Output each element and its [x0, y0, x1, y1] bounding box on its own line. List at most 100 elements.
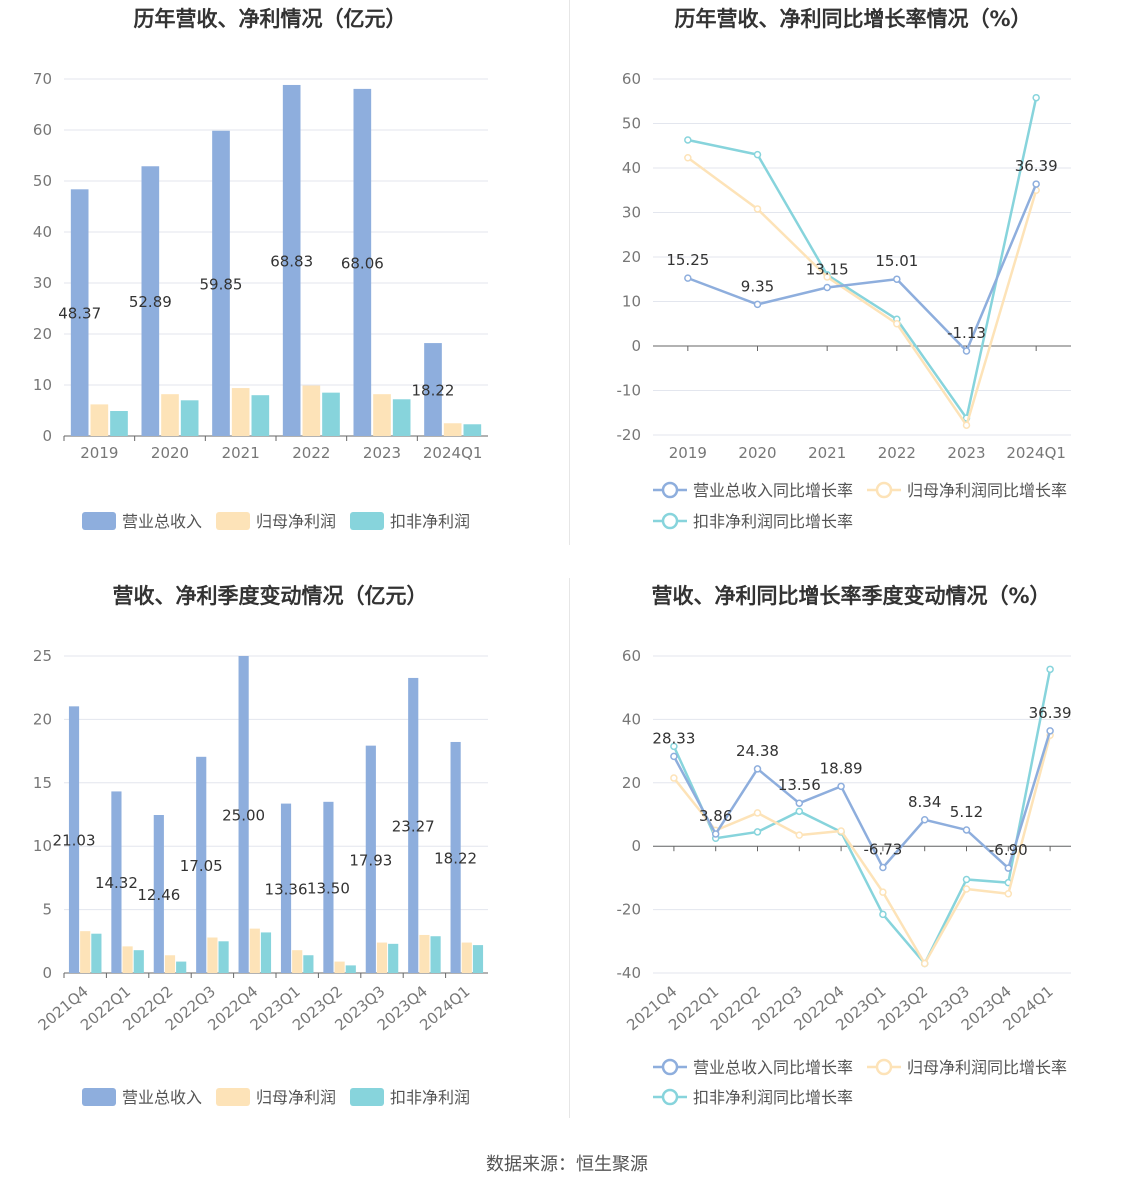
legend-label-parent-np: 归母净利润 [256, 1088, 336, 1107]
bar-deducted-np [463, 424, 482, 436]
y-tick-label: 0 [42, 964, 52, 982]
legend-swatch-revenue [82, 512, 116, 530]
bar-deducted-np [260, 932, 272, 973]
y-tick-label: 10 [33, 837, 52, 855]
point-revenue [670, 752, 678, 761]
bar-deducted-np [322, 392, 340, 436]
legend-swatch-parent-np [216, 512, 250, 530]
bar-parent-np [334, 961, 345, 973]
data-label-revenue-growth: 36.39 [1029, 704, 1072, 722]
x-tick-label: 2023 [947, 444, 985, 462]
chart-title: 历年营收、净利同比增长率情况（%） [674, 7, 1031, 31]
y-tick-label: 15 [33, 774, 52, 792]
y-tick-label: 10 [33, 376, 52, 394]
y-tick-label: 70 [33, 70, 52, 88]
point-parent-np [684, 154, 692, 162]
data-label-revenue: 13.36 [265, 880, 308, 898]
y-tick-label: 20 [33, 325, 52, 343]
legend-label-revenue: 营业总收入 [122, 1088, 202, 1107]
bar-parent-np [80, 931, 91, 973]
data-label-revenue-growth: 36.39 [1015, 157, 1058, 175]
bar-parent-np [373, 394, 391, 436]
point-parent-np [962, 421, 971, 429]
data-label-revenue-growth: 13.56 [778, 776, 821, 794]
bar-parent-np [376, 942, 388, 973]
point-parent-np [920, 959, 929, 968]
legend-swatch-deducted-np [350, 1088, 384, 1106]
point-revenue [879, 863, 887, 872]
y-tick-label: 30 [33, 274, 52, 292]
point-parent-np [893, 320, 901, 328]
data-label-revenue: 21.03 [53, 832, 96, 850]
point-revenue [823, 283, 831, 292]
bar-revenue [196, 756, 207, 973]
data-label-revenue-growth: 8.34 [908, 793, 941, 811]
x-tick-label: 2020 [738, 444, 776, 462]
y-tick-label: -10 [617, 382, 642, 400]
point-deducted-np [670, 742, 678, 751]
y-tick-label: 30 [622, 204, 641, 222]
bar-revenue [353, 88, 372, 437]
quarterly-revenue-profit-chart: 营收、净利季度变动情况（亿元）05101520252021Q42022Q1202… [33, 584, 488, 1107]
bar-parent-np [302, 385, 321, 436]
legend-marker-parent-np [875, 1058, 893, 1076]
point-revenue [837, 782, 845, 791]
y-tick-label: 10 [622, 293, 641, 311]
y-tick-label: 25 [33, 647, 52, 665]
line-deducted-np [687, 97, 1038, 422]
point-deducted-np [879, 910, 887, 919]
legend-swatch-revenue [82, 1088, 116, 1106]
legend-label-deducted-np: 扣非净利润 [390, 512, 470, 531]
y-tick-label: 20 [33, 710, 52, 728]
annual-revenue-profit-chart: 历年营收、净利情况（亿元） 0 10 20 30 40 50 60 70 2019 2020 2021… [33, 7, 488, 531]
y-tick-label: -40 [617, 964, 642, 982]
point-parent-np [753, 809, 762, 817]
bar-revenue [323, 801, 334, 973]
bar-revenue [111, 791, 122, 973]
point-deducted-np [795, 807, 804, 816]
bar-revenue [70, 189, 89, 436]
data-label-revenue: 23.27 [392, 817, 435, 835]
y-tick-label: 40 [33, 223, 52, 241]
line-deducted-np [672, 669, 1052, 966]
bar-deducted-np [251, 395, 270, 436]
bar-deducted-np [430, 936, 441, 973]
line-revenue [687, 183, 1038, 354]
x-tick-label: 2019 [669, 444, 707, 462]
legend-label-revenue: 营业总收入同比增长率 [693, 481, 853, 500]
y-tick-label: 60 [33, 121, 52, 139]
data-label-revenue: 59.85 [200, 275, 243, 293]
bar-parent-np [231, 388, 250, 436]
x-tick-label: 2024Q1 [1006, 444, 1066, 462]
y-tick-label: 0 [631, 837, 641, 855]
point-revenue [1032, 180, 1040, 188]
point-revenue [893, 275, 901, 283]
bar-revenue [68, 706, 80, 973]
point-deducted-np [1032, 93, 1040, 102]
line-parent-np [672, 734, 1052, 967]
point-revenue [1046, 727, 1054, 735]
point-parent-np [795, 831, 804, 839]
y-tick-label: 20 [622, 248, 641, 266]
data-label-revenue-growth: 3.86 [699, 807, 732, 825]
point-parent-np [962, 885, 971, 893]
data-label-revenue: 17.05 [180, 857, 223, 875]
legend-label-deducted-np: 扣非净利润同比增长率 [693, 512, 853, 531]
bar-deducted-np [110, 411, 128, 436]
point-revenue [753, 765, 762, 773]
chart-title: 营收、净利季度变动情况（亿元） [113, 584, 428, 608]
point-parent-np [837, 827, 845, 835]
data-label-revenue: 17.93 [349, 851, 392, 869]
point-parent-np [879, 888, 887, 896]
bar-deducted-np [218, 941, 229, 973]
point-parent-np [823, 273, 831, 281]
bar-revenue [280, 803, 292, 973]
bar-parent-np [90, 404, 109, 436]
data-label-revenue: 14.32 [95, 874, 138, 892]
bar-revenue [408, 677, 419, 973]
bar-deducted-np [388, 943, 399, 973]
data-label-revenue-growth: 5.12 [950, 803, 983, 821]
x-tick-label: 2022 [878, 444, 916, 462]
bar-deducted-np [176, 961, 187, 973]
legend-swatch-parent-np [216, 1088, 250, 1106]
